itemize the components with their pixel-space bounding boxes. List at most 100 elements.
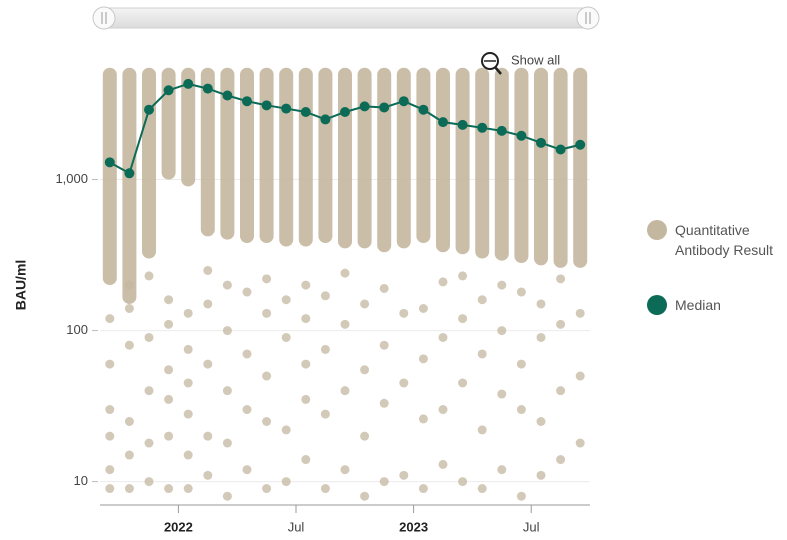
median-marker bbox=[124, 168, 135, 179]
result-point bbox=[477, 425, 487, 435]
result-point bbox=[203, 359, 213, 369]
result-column bbox=[436, 67, 450, 253]
scroll-handle-left[interactable] bbox=[92, 6, 116, 30]
result-point bbox=[262, 417, 272, 427]
result-point bbox=[124, 417, 134, 427]
legend-swatch bbox=[647, 295, 667, 315]
result-point bbox=[281, 295, 291, 305]
scroll-handle-right[interactable] bbox=[576, 6, 600, 30]
result-point bbox=[183, 484, 193, 494]
result-point bbox=[497, 280, 507, 290]
result-point bbox=[124, 303, 134, 313]
result-point bbox=[418, 484, 428, 494]
result-column bbox=[416, 67, 431, 243]
y-tick-label: 10 bbox=[74, 473, 88, 488]
result-point bbox=[105, 314, 115, 324]
result-point bbox=[222, 326, 232, 336]
result-point bbox=[458, 477, 468, 487]
result-point bbox=[458, 271, 468, 281]
result-point bbox=[556, 319, 566, 329]
result-column bbox=[455, 67, 470, 255]
median-marker bbox=[418, 104, 429, 115]
result-point bbox=[183, 409, 193, 419]
result-point bbox=[379, 283, 389, 293]
median-marker bbox=[340, 106, 350, 117]
result-point bbox=[536, 332, 546, 342]
result-point bbox=[242, 349, 252, 359]
result-column bbox=[396, 67, 411, 249]
result-point bbox=[497, 465, 507, 475]
result-column bbox=[122, 67, 137, 304]
result-point bbox=[556, 455, 566, 465]
result-point bbox=[144, 438, 154, 448]
result-point bbox=[418, 354, 428, 364]
result-point bbox=[340, 465, 350, 475]
median-marker bbox=[359, 101, 370, 112]
result-point bbox=[477, 295, 487, 305]
result-point bbox=[144, 386, 154, 396]
result-column bbox=[298, 67, 313, 247]
legend-label: Median bbox=[675, 297, 721, 313]
median-marker bbox=[575, 139, 586, 150]
median-marker bbox=[555, 144, 566, 155]
result-column bbox=[475, 67, 490, 259]
result-column bbox=[161, 67, 176, 180]
result-point bbox=[281, 425, 291, 435]
y-tick-label: 100 bbox=[66, 322, 88, 337]
result-column bbox=[102, 67, 117, 286]
median-marker bbox=[104, 157, 115, 168]
x-tick-label: Jul bbox=[523, 519, 540, 534]
result-point bbox=[183, 308, 193, 318]
result-point bbox=[379, 340, 389, 350]
result-point bbox=[222, 280, 232, 290]
result-point bbox=[183, 450, 193, 460]
result-point bbox=[222, 491, 232, 501]
x-tick-label: 2023 bbox=[399, 519, 428, 534]
result-point bbox=[399, 378, 409, 388]
result-point bbox=[458, 378, 468, 388]
result-column bbox=[573, 67, 588, 268]
result-point bbox=[144, 477, 154, 487]
result-point bbox=[320, 484, 330, 494]
result-point bbox=[222, 438, 232, 448]
legend-swatch bbox=[647, 220, 667, 240]
median-marker bbox=[536, 137, 546, 148]
median-marker bbox=[398, 96, 409, 107]
result-point bbox=[399, 470, 409, 480]
result-column bbox=[142, 67, 156, 259]
result-point bbox=[340, 386, 350, 396]
result-point bbox=[360, 431, 370, 441]
range-scrollbar[interactable] bbox=[95, 7, 597, 29]
median-marker bbox=[516, 130, 527, 141]
result-point bbox=[477, 484, 487, 494]
result-column bbox=[534, 67, 548, 266]
result-point bbox=[164, 295, 174, 305]
result-point bbox=[203, 470, 213, 480]
result-point bbox=[418, 414, 428, 424]
result-point bbox=[183, 378, 193, 388]
result-point bbox=[556, 274, 566, 284]
result-column bbox=[318, 67, 333, 243]
result-point bbox=[203, 431, 213, 441]
result-column bbox=[240, 67, 254, 243]
result-point bbox=[438, 332, 448, 342]
result-point bbox=[242, 465, 252, 475]
result-point bbox=[124, 280, 134, 290]
result-point bbox=[399, 308, 409, 318]
result-point bbox=[575, 371, 585, 381]
result-column bbox=[279, 67, 294, 247]
result-point bbox=[183, 344, 193, 354]
result-point bbox=[536, 299, 546, 309]
result-point bbox=[242, 405, 252, 415]
x-tick-label: 2022 bbox=[164, 519, 193, 534]
result-point bbox=[105, 431, 115, 441]
median-marker bbox=[144, 104, 154, 115]
result-point bbox=[320, 291, 330, 301]
median-marker bbox=[242, 96, 252, 107]
show-all-label[interactable]: Show all bbox=[511, 52, 560, 67]
show-all-button[interactable]: Show all bbox=[481, 52, 560, 75]
median-marker bbox=[320, 114, 331, 125]
result-point bbox=[556, 386, 566, 396]
result-column bbox=[200, 67, 215, 237]
